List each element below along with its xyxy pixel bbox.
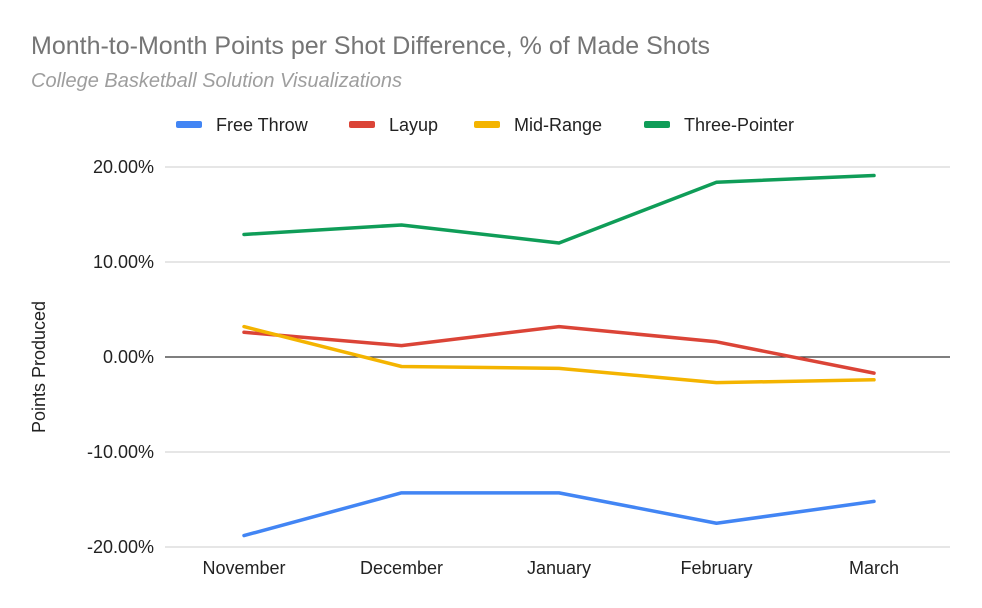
y-tick-label: -10.00% xyxy=(87,442,154,462)
y-tick-label: -20.00% xyxy=(87,537,154,557)
legend-label: Free Throw xyxy=(216,115,309,135)
series-line-free-throw xyxy=(242,491,876,538)
legend-swatch xyxy=(176,121,202,128)
legend-label: Three-Pointer xyxy=(684,115,794,135)
legend-swatch xyxy=(644,121,670,128)
legend: Free Throw Layup Mid-Range Three-Pointer xyxy=(176,115,794,135)
x-axis-ticks: November December January February March xyxy=(202,558,899,578)
y-axis-ticks: 20.00% 10.00% 0.00% -10.00% -20.00% xyxy=(87,157,154,557)
series-line-layup xyxy=(242,324,876,375)
series-line-mid-range xyxy=(242,324,876,385)
x-tick-label: December xyxy=(360,558,443,578)
x-tick-label: March xyxy=(849,558,899,578)
grid-lines xyxy=(165,166,950,548)
y-tick-label: 10.00% xyxy=(93,252,154,272)
legend-label: Mid-Range xyxy=(514,115,602,135)
series-lines xyxy=(242,173,876,538)
legend-swatch xyxy=(349,121,375,128)
series-line-three-pointer xyxy=(242,173,876,245)
chart-subtitle: College Basketball Solution Visualizatio… xyxy=(31,70,402,92)
x-tick-label: January xyxy=(527,558,591,578)
y-tick-label: 20.00% xyxy=(93,157,154,177)
legend-swatch xyxy=(474,121,500,128)
x-tick-label: February xyxy=(680,558,752,578)
chart-title: Month-to-Month Points per Shot Differenc… xyxy=(31,32,710,60)
y-tick-label: 0.00% xyxy=(103,347,154,367)
legend-label: Layup xyxy=(389,115,438,135)
y-axis-title: Points Produced xyxy=(29,301,49,433)
x-tick-label: November xyxy=(202,558,285,578)
